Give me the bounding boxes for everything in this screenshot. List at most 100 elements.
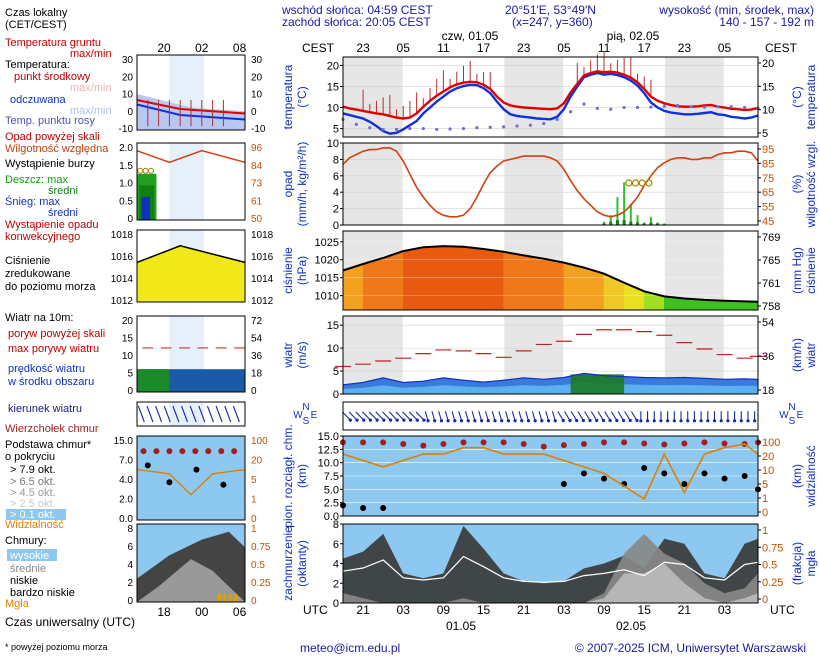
wind-arrow-head (426, 419, 430, 423)
dewpoint-point (448, 127, 452, 131)
axis-title-right-unit: (km) (790, 464, 804, 488)
right-tick-label: 85 (762, 158, 774, 170)
legend-right-tick: 0.5 (251, 560, 265, 571)
left-tick-label: 0 (333, 598, 339, 610)
left-tick-label: 2 (333, 204, 339, 216)
legend-right-tick: 5 (251, 475, 257, 486)
wind-arrow-head (375, 418, 379, 422)
cloud-cover-area (343, 563, 758, 603)
axis-title-left: pion. rozciągł. chm. (281, 424, 295, 527)
legend-fog: Mgła (5, 598, 30, 610)
right-tick-label: 20 (762, 58, 774, 70)
legend-right-tick: 0.25 (251, 578, 271, 589)
cloud-top-point (621, 439, 628, 446)
legend-right-tick: 30 (251, 55, 263, 66)
legend-perceived: odczuwana (10, 94, 67, 106)
legend-high-swatch (7, 549, 57, 561)
legend-panel-dir (136, 401, 246, 427)
cloud-top-point (520, 441, 527, 447)
cloud-base-point (601, 475, 608, 482)
wind-arrow (498, 411, 503, 421)
left-tick-label: 2 (333, 578, 339, 590)
wind-arrow (355, 411, 365, 421)
bottom-tick-label: 03 (557, 603, 571, 617)
wind-arrow (551, 411, 556, 421)
legend-wind-arrow (146, 405, 154, 423)
top-tick-label: 05 (557, 41, 571, 55)
axis-title-left: zachmurzenie (281, 526, 295, 601)
top-tick-label: 11 (437, 41, 450, 55)
cloud-base-point (641, 465, 648, 471)
wind-arrow (630, 411, 638, 421)
cloud-top-point (460, 439, 467, 446)
legend-cb-bg (137, 436, 245, 520)
wind-arrow (368, 411, 378, 421)
rain-mean-bar (636, 222, 640, 225)
footer-email[interactable]: meteo@icm.edu.pl (300, 641, 400, 655)
legend-panel-frame (136, 435, 246, 521)
cloud-top-point (480, 439, 487, 446)
left-tick-label: 6 (333, 539, 339, 551)
wind-arrow (525, 411, 529, 421)
dewpoint-point (368, 126, 372, 130)
legend-pressure2: zredukowane (5, 268, 70, 280)
cloud-top-point (641, 440, 648, 447)
legend-cloud-top (231, 448, 238, 455)
legend-visibility-line (136, 468, 246, 496)
legend-utc-tick: 00 (195, 605, 209, 619)
panel-frame (342, 315, 759, 395)
cloud-top-point (580, 441, 587, 447)
wind-arrow-head (526, 419, 531, 423)
dewpoint-point (502, 125, 506, 129)
left-tick-label: 8 (333, 519, 339, 531)
right-tick-label: 15 (762, 81, 774, 93)
wind-speed-line (342, 372, 759, 386)
legend-cloud-top (218, 448, 225, 455)
wind-arrow (557, 411, 564, 421)
cloud-top-point (400, 441, 407, 447)
legend-midpoint: punkt środkowy (14, 71, 91, 83)
wind-arrow-head (533, 419, 537, 423)
dewpoint-point (582, 102, 586, 106)
left-tick-label: 7.5 (324, 471, 339, 483)
wind-arrow-head (686, 419, 690, 423)
legend-local-tick: 08 (233, 41, 247, 55)
legend-left-tick: 30 (122, 55, 134, 66)
rain-mean-bar (649, 222, 653, 225)
left-tick-label: 15.0 (318, 431, 339, 443)
wind-arrow-head (546, 419, 551, 423)
bottom-tick-label: 09 (597, 603, 611, 617)
legend-utc-axis: Czas uniwersalny (UTC) (5, 615, 135, 629)
compass-label: N (302, 402, 309, 413)
legend-local-time: Czas lokalny (5, 7, 68, 19)
dewpoint-point (729, 105, 733, 109)
wind-arrow-head (362, 418, 366, 422)
wind-arrow (362, 411, 371, 421)
legend-wind-arrow (189, 405, 197, 423)
panel-frame (342, 230, 759, 311)
dewpoint-point (622, 105, 626, 110)
legend-left-tick: 7.0 (119, 456, 133, 467)
cloud-top-point (540, 443, 547, 450)
legend-panel-wind: 20 15 10 5 0 72 54 36 18 0 (122, 315, 263, 397)
legend-left-tick: 0 (127, 214, 133, 225)
legend-panel-cb: 15.0 7.0 4.0 2.0 0.0 100 20 5 1 0 (114, 435, 268, 525)
bottom-tick-label: 09 (437, 603, 451, 617)
wind-arrow-head (753, 419, 757, 423)
legend-clouds: Chmury: (5, 535, 47, 547)
legend-cloud-top (192, 448, 199, 455)
right-tick-label: 0 (762, 507, 768, 519)
axis-title-right: ciśnienie (804, 247, 818, 294)
dewpoint-point (475, 126, 479, 130)
legend-panel-cov: 8 6 4 2 0 1 0.75 0.5 0.25 0 (127, 523, 271, 607)
dewpoint-point (542, 121, 546, 126)
right-tick-label: 100 (762, 437, 780, 449)
legend-convective: Wystąpienie opadu (5, 219, 98, 231)
legend-wind-arrow (215, 405, 223, 423)
right-tick-label: 1 (762, 493, 768, 505)
pressure-line (342, 245, 759, 303)
legend-right-tick: 1 (251, 524, 257, 535)
top-tick-label: 23 (356, 41, 370, 55)
wind-arrow (604, 411, 611, 421)
